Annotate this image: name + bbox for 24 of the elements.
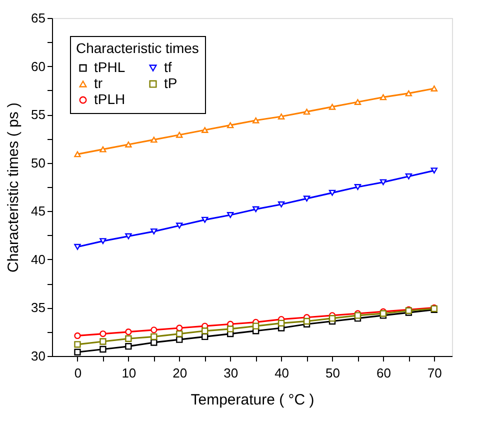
y-tick-label: 55	[31, 107, 46, 122]
y-tick-label: 50	[31, 155, 46, 170]
x-tick-label: 50	[326, 366, 340, 380]
y-tick-label: 40	[31, 252, 46, 267]
x-tick-label: 60	[376, 366, 391, 380]
y-tick-label: 45	[31, 204, 46, 219]
x-tick-label: 70	[427, 366, 442, 380]
x-tick-label: 0	[74, 366, 82, 380]
x-tick-label: 10	[122, 366, 136, 380]
legend-label: tf	[164, 59, 172, 75]
x-tick-label: 30	[224, 366, 238, 380]
y-tick-label: 35	[31, 300, 46, 316]
y-tick-label: 60	[31, 58, 46, 74]
x-axis-title: Temperature ( °C )	[190, 392, 314, 408]
x-tick-label: 40	[274, 366, 290, 380]
legend-title: Characteristic times	[76, 40, 199, 56]
legend-label: tP	[164, 75, 178, 91]
legend-label: tr	[94, 75, 103, 91]
legend-label: tPLH	[94, 91, 126, 107]
legend-label: tPHL	[94, 59, 126, 75]
y-axis-title: Characteristic times ( ps )	[5, 102, 22, 273]
y-tick-label: 65	[31, 10, 46, 26]
y-tick-label: 30	[31, 348, 46, 364]
x-tick-label: 20	[172, 366, 188, 380]
